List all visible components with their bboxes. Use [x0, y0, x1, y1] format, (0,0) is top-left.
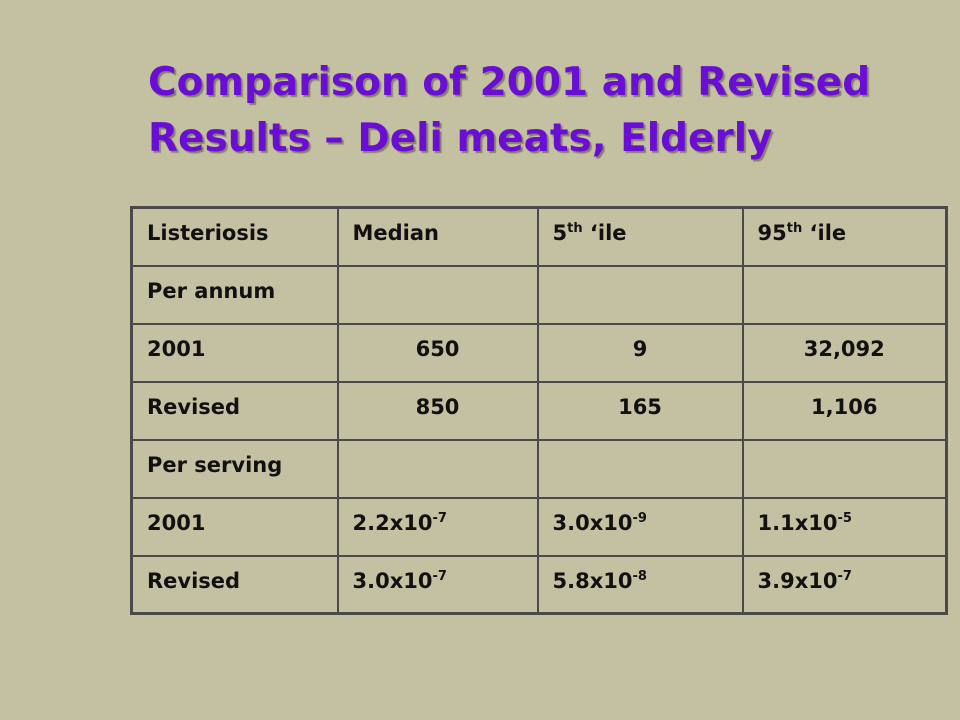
p95-base: 1.1x10: [757, 510, 838, 535]
median-base: 3.0x10: [352, 568, 433, 593]
header-95th-base: 95: [757, 221, 787, 245]
empty-cell: [741, 264, 948, 325]
row-label: 2001: [130, 322, 339, 383]
median-value: 2.2x10-7: [336, 496, 539, 557]
p5-exponent: -9: [632, 510, 647, 526]
p5-value: 9: [536, 322, 744, 383]
table-row: Revised 850 165 1,106: [130, 380, 948, 441]
p5-exponent: -8: [632, 568, 647, 584]
empty-cell: [336, 264, 539, 325]
median-value: 650: [336, 322, 539, 383]
p5-base: 3.0x10: [552, 510, 633, 535]
header-5th-sup: th: [567, 221, 583, 236]
empty-cell: [336, 438, 539, 499]
header-5th-rest: ‘ile: [582, 221, 627, 245]
slide-title-line-2: Results – Deli meats, Elderly: [148, 116, 773, 161]
p95-exponent: -7: [837, 568, 852, 584]
results-table: Listeriosis Median 5th ‘ile 95th ‘ile Pe…: [130, 206, 948, 615]
p95-value: 1,106: [741, 380, 948, 441]
header-median: Median: [336, 206, 539, 267]
p95-base: 3.9x10: [757, 568, 838, 593]
table-row: Revised 3.0x10-7 5.8x10-8 3.9x10-7: [130, 554, 948, 615]
p5-value: 5.8x10-8: [536, 554, 744, 615]
median-exponent: -7: [432, 568, 447, 584]
slide-title: Comparison of 2001 and Revised Results –…: [148, 55, 948, 167]
row-label: 2001: [130, 496, 339, 557]
table-row: 2001 2.2x10-7 3.0x10-9 1.1x10-5: [130, 496, 948, 557]
p95-value: 32,092: [741, 322, 948, 383]
group-label-per-serving: Per serving: [130, 438, 339, 499]
header-5th-percentile: 5th ‘ile: [536, 206, 744, 267]
header-listeriosis: Listeriosis: [130, 206, 339, 267]
table-row: 2001 650 9 32,092: [130, 322, 948, 383]
header-5th-base: 5: [552, 221, 568, 245]
header-95th-sup: th: [786, 221, 803, 236]
median-exponent: -7: [432, 510, 447, 526]
header-95th-rest: ‘ile: [802, 221, 847, 245]
table-header-row: Listeriosis Median 5th ‘ile 95th ‘ile: [130, 206, 948, 267]
p95-value: 3.9x10-7: [741, 554, 948, 615]
table-row-per-annum-group: Per annum: [130, 264, 948, 325]
p5-value: 3.0x10-9: [536, 496, 744, 557]
median-value: 850: [336, 380, 539, 441]
empty-cell: [536, 438, 744, 499]
header-95th-percentile: 95th ‘ile: [741, 206, 948, 267]
group-label-per-annum: Per annum: [130, 264, 339, 325]
p5-base: 5.8x10: [552, 568, 633, 593]
p95-value: 1.1x10-5: [741, 496, 948, 557]
p95-exponent: -5: [837, 510, 852, 526]
p5-value: 165: [536, 380, 744, 441]
table-row-per-serving-group: Per serving: [130, 438, 948, 499]
empty-cell: [536, 264, 744, 325]
slide-title-line-1: Comparison of 2001 and Revised: [148, 60, 871, 105]
median-base: 2.2x10: [352, 510, 433, 535]
row-label: Revised: [130, 554, 339, 615]
row-label: Revised: [130, 380, 339, 441]
median-value: 3.0x10-7: [336, 554, 539, 615]
empty-cell: [741, 438, 948, 499]
